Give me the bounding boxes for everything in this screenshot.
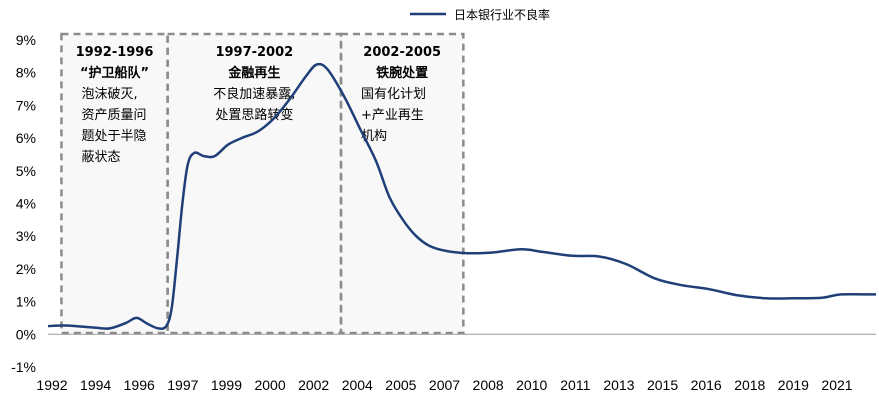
y-tick-label: 2% [16, 261, 36, 277]
x-tick-label: 2004 [342, 377, 373, 393]
y-tick-label: 6% [16, 130, 36, 146]
x-tick-label: 1994 [80, 377, 111, 393]
annotation-box [166, 32, 343, 335]
y-tick-label: 3% [16, 228, 36, 244]
x-axis: 1992 1994 1996 1997 1999 2000 2002 2004 2005 2007… [36, 333, 876, 393]
x-tick-label: 2005 [385, 377, 416, 393]
annotation-text: +产业再生 [361, 108, 424, 123]
x-tick-label: 2002 [298, 377, 329, 393]
annotation-title: 1997-2002 [215, 45, 293, 60]
annotation-text: 国有化计划 [361, 87, 426, 102]
annotation-text: 不良加速暴露, [213, 86, 295, 102]
legend-label: 日本银行业不良率 [454, 7, 550, 22]
annotation-title: 2002-2005 [363, 45, 441, 60]
y-tick-label: 5% [16, 163, 36, 179]
y-tick-label: 4% [16, 196, 36, 212]
x-tick-label: 2015 [647, 377, 678, 393]
x-tick-label: 1992 [36, 377, 67, 393]
y-axis: -1% 0% 1% 2% 3% 4% 5% 6% 7% 8% 9% [11, 32, 36, 375]
x-tick-label: 1999 [211, 377, 242, 393]
annotation-box [339, 32, 465, 335]
annotation-text: 蔽状态 [81, 150, 120, 165]
series-layer [47, 62, 877, 330]
annotation-title: 铁腕处置 [375, 65, 428, 81]
legend: 日本银行业不良率 [410, 7, 550, 22]
x-tick-label: 2000 [254, 377, 285, 393]
x-tick-label: 2008 [473, 377, 504, 393]
x-tick-label: 2011 [560, 377, 590, 393]
y-tick-label: 8% [16, 65, 36, 81]
x-tick-label: 2010 [516, 377, 547, 393]
x-tick-label: 2019 [778, 377, 809, 393]
annotation-title: 金融再生 [227, 65, 280, 81]
y-tick-label: 0% [16, 326, 36, 342]
x-tick-label: 2021 [821, 377, 852, 393]
x-tick-label: 1996 [124, 377, 155, 393]
y-tick-label: 1% [16, 294, 36, 310]
x-tick-label: 2018 [734, 377, 765, 393]
annotation-title: “护卫船队” [80, 65, 149, 81]
annotation-text: 泡沫破灭, [81, 87, 137, 102]
y-tick-label: 7% [16, 97, 36, 113]
annotation-title: 1992-1996 [76, 45, 154, 60]
annotation-text: 资产质量问 [81, 108, 146, 123]
annotation-text: 机构 [361, 129, 387, 144]
y-tick-label: 9% [16, 32, 36, 48]
y-tick-label: -1% [11, 359, 36, 375]
x-tick-label: 2016 [691, 377, 722, 393]
x-tick-label: 2013 [603, 377, 634, 393]
series-line [47, 62, 877, 330]
x-tick-label: 2007 [429, 377, 460, 393]
annotation-text: 题处于半隐 [81, 129, 146, 144]
x-tick-label: 1997 [167, 377, 198, 393]
